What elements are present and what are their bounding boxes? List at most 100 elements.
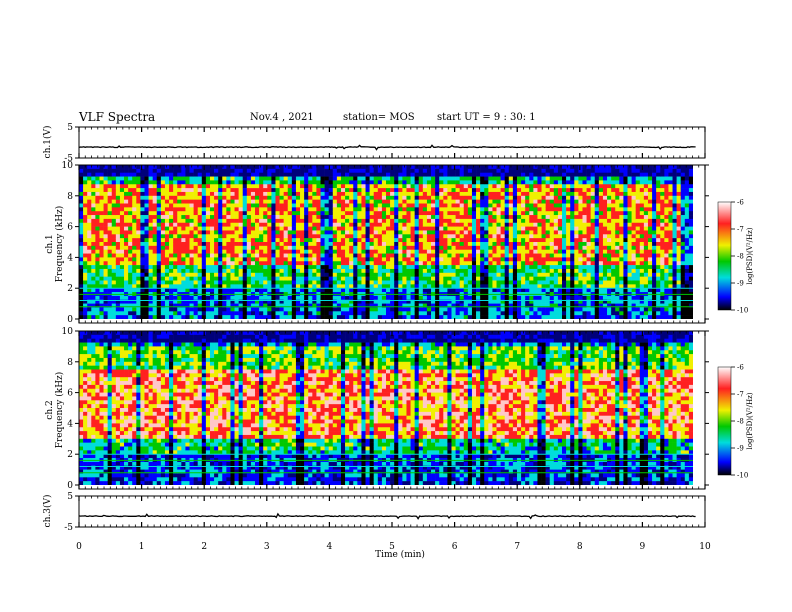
spectrogram-cell <box>414 207 420 212</box>
spectrogram-cell <box>83 257 88 262</box>
spectrogram-cell <box>435 253 440 258</box>
spectrogram-cell <box>463 172 469 177</box>
spectrogram-cell <box>99 280 104 285</box>
spectrogram-cell <box>320 303 325 308</box>
spectrogram-cell <box>398 315 403 319</box>
spectrogram-cell <box>152 168 158 173</box>
spectrogram-cell <box>414 242 420 247</box>
spectrogram-cell <box>488 176 493 181</box>
spectrogram-cell <box>476 284 481 289</box>
spectrogram-cell <box>410 242 415 247</box>
spectrogram-cell <box>295 299 301 304</box>
spectrogram-cell <box>566 188 571 193</box>
spectrogram-cell <box>95 230 100 235</box>
spectrogram-cell <box>320 218 325 224</box>
spectrogram-cell <box>471 199 477 204</box>
spectrogram-cell <box>349 215 354 220</box>
spectrogram-cell <box>570 265 575 270</box>
spectrogram-cell <box>586 191 591 197</box>
spectrogram-cell <box>557 165 563 170</box>
spectrogram-cell <box>402 315 407 319</box>
spectrogram-cell <box>582 299 587 304</box>
spectrogram-cell <box>553 261 559 266</box>
spectrogram-cell <box>533 265 538 270</box>
spectrogram-cell <box>459 184 465 189</box>
spectrogram-cell <box>455 211 460 216</box>
spectrogram-cell <box>386 268 391 274</box>
spectrogram-cell <box>226 265 231 270</box>
spectrogram-cell <box>582 188 587 193</box>
spectrogram-cell <box>295 261 301 266</box>
spectrogram-cell <box>418 257 424 262</box>
spectrogram-cell <box>332 222 338 227</box>
spectrogram-cell <box>103 295 108 301</box>
spectrogram-cell <box>504 253 510 258</box>
spectrogram-cell <box>471 242 477 247</box>
spectrogram-cell <box>578 261 583 266</box>
spectrogram-cell <box>525 257 530 262</box>
spectrogram-cell <box>308 303 313 308</box>
spectrogram-cell <box>132 180 137 185</box>
spectrogram-cell <box>87 288 92 293</box>
spectrogram-cell <box>87 203 92 208</box>
spectrogram-cell <box>205 288 211 293</box>
spectrogram-cell <box>357 222 362 227</box>
spectrogram-cell <box>484 272 489 277</box>
spectrogram-cell <box>406 288 411 293</box>
spectrogram-cell <box>529 165 534 170</box>
spectrogram-cell <box>320 276 325 281</box>
spectrogram-cell <box>267 257 272 262</box>
spectrogram-cell <box>87 184 92 189</box>
spectrogram-cell <box>279 168 284 173</box>
spectrogram-cell <box>562 272 567 277</box>
spectrogram-cell <box>402 172 407 177</box>
spectrogram-cell <box>533 165 538 170</box>
spectrogram-cell <box>451 272 456 277</box>
spectrogram-cell <box>304 191 309 197</box>
spectrogram-cell <box>369 280 375 285</box>
spectrogram-cell <box>500 226 505 231</box>
spectrogram-cell <box>381 280 387 285</box>
spectrogram-cell <box>91 188 96 193</box>
spectrogram-cell <box>545 211 551 216</box>
spectrogram-cell <box>340 280 346 285</box>
spectrogram-cell <box>394 276 399 281</box>
spectrogram-cell <box>83 245 88 250</box>
spectrogram-cell <box>447 230 452 235</box>
spectrogram-cell <box>345 288 350 293</box>
spectrogram-cell <box>209 230 215 235</box>
spectrogram-cell <box>107 168 113 173</box>
spectrogram-cell <box>279 280 284 285</box>
spectrogram-cell <box>512 234 518 239</box>
spectrogram-cell <box>185 295 190 301</box>
spectrogram-cell <box>193 180 198 185</box>
spectrogram-cell <box>471 315 477 319</box>
spectrogram-cell <box>422 203 428 208</box>
spectrogram-cell <box>422 303 428 308</box>
spectrogram-cell <box>205 234 211 239</box>
spectrogram-cell <box>541 238 546 243</box>
spectrogram-cell <box>357 199 362 204</box>
spectrogram-cell <box>357 268 362 274</box>
spectrogram-cell <box>582 311 587 316</box>
spectrogram-cell <box>242 249 248 254</box>
spectrogram-cell <box>214 276 219 281</box>
spectrogram-cell <box>353 234 358 239</box>
spectrogram-cell <box>283 215 289 220</box>
spectrogram-cell <box>357 253 362 258</box>
spectrogram-cell <box>422 288 428 293</box>
spectrogram-cell <box>496 249 501 254</box>
spectrogram-cell <box>279 207 284 212</box>
spectrogram-cell <box>386 257 391 262</box>
spectrogram-cell <box>369 207 375 212</box>
spectrogram-cell <box>516 172 522 177</box>
spectrogram-cell <box>521 211 526 216</box>
spectrogram-cell <box>152 230 158 235</box>
spectrogram-cell <box>91 295 96 301</box>
spectrogram-cell <box>287 303 293 308</box>
spectrogram-cell <box>304 195 309 200</box>
spectrogram-cell <box>160 257 166 262</box>
spectrogram-cell <box>136 315 141 319</box>
spectrogram-cell <box>336 184 342 189</box>
spectrogram-cell <box>340 172 346 177</box>
